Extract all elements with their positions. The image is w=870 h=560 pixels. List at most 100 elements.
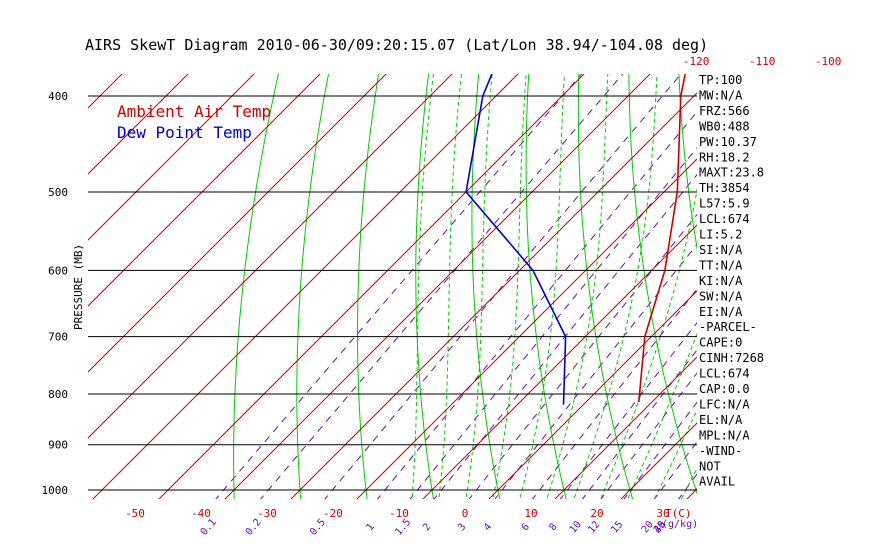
sounding-series bbox=[465, 74, 687, 405]
index-label: LCL:674 bbox=[699, 212, 750, 226]
index-label: KI:N/A bbox=[699, 274, 743, 288]
isotherm-line bbox=[807, 0, 870, 511]
index-label: CAPE:0 bbox=[699, 336, 742, 350]
isotherm-line bbox=[0, 0, 675, 511]
isotherm-line bbox=[224, 74, 651, 499]
mixing-ratio-label: 0.2 bbox=[244, 517, 264, 538]
isotherm-line bbox=[88, 74, 387, 373]
index-label: L57:5.9 bbox=[699, 197, 750, 211]
mixing-ratio-label: 8 bbox=[548, 522, 560, 534]
dry-adiabat-line bbox=[577, 74, 634, 499]
index-label: -PARCEL- bbox=[699, 320, 757, 334]
legend-dewpoint: Dew Point Temp bbox=[117, 123, 252, 142]
dry-adiabat-line bbox=[815, 0, 870, 511]
dry-adiabats bbox=[233, 0, 870, 511]
isotherm-line bbox=[741, 0, 870, 511]
mixing-ratio-label: 6 bbox=[520, 522, 532, 534]
isotherm-line bbox=[92, 74, 519, 499]
y-axis-label: PRESSURE (MB) bbox=[72, 244, 85, 330]
dry-adiabat-line bbox=[296, 74, 330, 499]
isotherm-line bbox=[356, 158, 697, 499]
index-label: MAXT:23.8 bbox=[699, 166, 764, 180]
isotherms bbox=[0, 0, 870, 511]
isotherm-line bbox=[88, 74, 123, 109]
index-label: LFC:N/A bbox=[699, 397, 750, 411]
isotherm-line bbox=[88, 74, 453, 439]
top-temp-tick-label: -110 bbox=[749, 55, 776, 68]
mixing-ratio-line bbox=[260, 74, 624, 499]
mixing-ratio-line bbox=[532, 288, 697, 499]
dry-adiabat-line bbox=[471, 74, 501, 499]
mixing-ratio-line bbox=[494, 243, 697, 499]
pressure-tick-label: 900 bbox=[48, 439, 68, 452]
mixing-ratio-label: 4 bbox=[482, 522, 494, 534]
index-label: CINH:7268 bbox=[699, 351, 764, 365]
index-label: FRZ:566 bbox=[699, 104, 750, 118]
dry-adiabat-line bbox=[415, 74, 434, 499]
series-line bbox=[465, 74, 567, 405]
legend-ambient: Ambient Air Temp bbox=[117, 102, 271, 121]
bottom-temp-tick-label: 30 bbox=[656, 507, 669, 520]
index-label: PW:10.37 bbox=[699, 135, 757, 149]
dry-adiabat-line bbox=[771, 0, 870, 511]
mixing-ratio-line bbox=[376, 111, 697, 499]
top-temp-tick-label: -100 bbox=[815, 55, 842, 68]
isotherm-line bbox=[158, 74, 585, 499]
bottom-temp-tick-label: 0 bbox=[462, 507, 469, 520]
bottom-temp-tick-label: -40 bbox=[191, 507, 211, 520]
mixing-ratio-line bbox=[215, 74, 583, 499]
isotherm-line bbox=[422, 224, 697, 499]
mixing-ratio-label: 1 bbox=[364, 522, 376, 534]
top-temp-tick-label: -120 bbox=[683, 55, 710, 68]
mixing-ratio-label: 3 bbox=[456, 522, 468, 534]
index-label: RH:18.2 bbox=[699, 150, 750, 164]
mixing-ratio-label: 0.5 bbox=[308, 517, 328, 538]
bottom-temp-tick-label: -20 bbox=[323, 507, 343, 520]
index-label: TH:3854 bbox=[699, 181, 750, 195]
index-label: EI:N/A bbox=[699, 305, 743, 319]
bottom-temp-tick-label: 20 bbox=[590, 507, 603, 520]
bottom-temp-tick-label: -50 bbox=[125, 507, 145, 520]
moist-adiabats bbox=[411, 74, 697, 499]
mixing-ratio-line bbox=[409, 147, 697, 499]
bottom-temp-tick-label: 10 bbox=[524, 507, 537, 520]
index-label: AVAIL bbox=[699, 475, 735, 489]
dry-adiabat-line bbox=[859, 0, 870, 511]
mixing-ratio-lines bbox=[215, 74, 697, 499]
pressure-tick-label: 400 bbox=[48, 90, 68, 103]
pressure-tick-labels: 1002003004005006007008009001000 bbox=[42, 90, 69, 497]
top-temp-tick-labels: -120-110-100-90-80-70-60-50-40 bbox=[683, 55, 842, 68]
mixing-ratio-unit: (g/kg) bbox=[662, 519, 698, 530]
moist-adiabat-line bbox=[546, 74, 609, 499]
index-label: TT:N/A bbox=[699, 258, 743, 272]
isotherm-line bbox=[290, 92, 697, 499]
isotherm-line bbox=[488, 290, 697, 499]
dry-adiabat-line bbox=[233, 74, 279, 499]
index-label: LCL:674 bbox=[699, 367, 750, 381]
bottom-temp-unit: T(C) bbox=[665, 507, 692, 520]
mixing-ratio-label: 2 bbox=[421, 522, 433, 534]
mixing-ratio-label: 15 bbox=[609, 519, 625, 535]
dry-adiabat-line bbox=[357, 74, 380, 499]
index-label: SI:N/A bbox=[699, 243, 743, 257]
index-label: EL:N/A bbox=[699, 413, 743, 427]
index-label: SW:N/A bbox=[699, 289, 743, 303]
pressure-tick-label: 600 bbox=[48, 264, 68, 277]
pressure-tick-label: 800 bbox=[48, 388, 68, 401]
bottom-temp-tick-label: -10 bbox=[389, 507, 409, 520]
moist-adiabat-line bbox=[653, 408, 697, 499]
moist-adiabat-line bbox=[519, 74, 565, 499]
pressure-tick-label: 700 bbox=[48, 331, 68, 344]
series-line bbox=[638, 74, 687, 403]
index-label: TP:100 bbox=[699, 73, 742, 87]
index-label: NOT bbox=[699, 459, 721, 473]
bottom-temp-tick-labels: -50 -40 -30 -20 -10 0 10 20 30 bbox=[125, 507, 670, 520]
pressure-tick-label: 500 bbox=[48, 186, 68, 199]
dry-adiabat-line bbox=[525, 74, 567, 499]
bottom-temp-tick-label: -30 bbox=[257, 507, 277, 520]
mixing-ratio-label: 12 bbox=[586, 519, 602, 535]
moist-adiabat-line bbox=[438, 74, 462, 499]
index-label: LI:5.2 bbox=[699, 228, 742, 242]
